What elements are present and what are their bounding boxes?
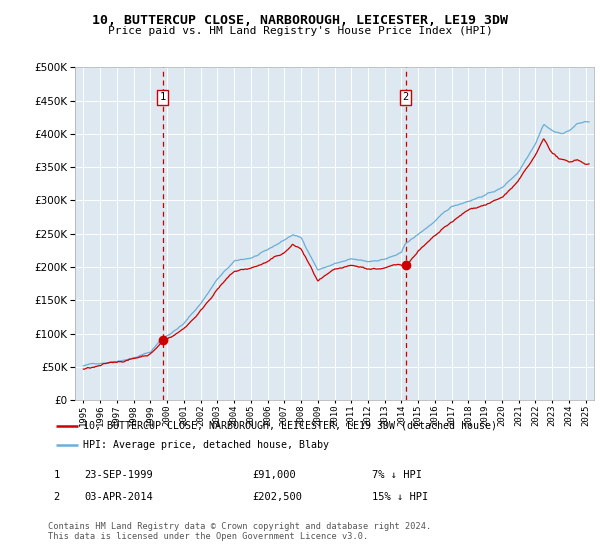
Text: 7% ↓ HPI: 7% ↓ HPI (372, 470, 422, 480)
Text: £202,500: £202,500 (252, 492, 302, 502)
Text: 2: 2 (53, 492, 59, 502)
Text: 1: 1 (160, 92, 166, 102)
Text: £91,000: £91,000 (252, 470, 296, 480)
Text: 03-APR-2014: 03-APR-2014 (84, 492, 153, 502)
Text: 2: 2 (403, 92, 409, 102)
Text: 23-SEP-1999: 23-SEP-1999 (84, 470, 153, 480)
Text: Price paid vs. HM Land Registry's House Price Index (HPI): Price paid vs. HM Land Registry's House … (107, 26, 493, 36)
Text: 15% ↓ HPI: 15% ↓ HPI (372, 492, 428, 502)
Text: HPI: Average price, detached house, Blaby: HPI: Average price, detached house, Blab… (83, 440, 329, 450)
Text: 10, BUTTERCUP CLOSE, NARBOROUGH, LEICESTER, LE19 3DW: 10, BUTTERCUP CLOSE, NARBOROUGH, LEICEST… (92, 14, 508, 27)
Text: 1: 1 (53, 470, 59, 480)
Text: Contains HM Land Registry data © Crown copyright and database right 2024.
This d: Contains HM Land Registry data © Crown c… (48, 522, 431, 542)
Text: 10, BUTTERCUP CLOSE, NARBOROUGH, LEICESTER, LE19 3DW (detached house): 10, BUTTERCUP CLOSE, NARBOROUGH, LEICEST… (83, 421, 497, 431)
